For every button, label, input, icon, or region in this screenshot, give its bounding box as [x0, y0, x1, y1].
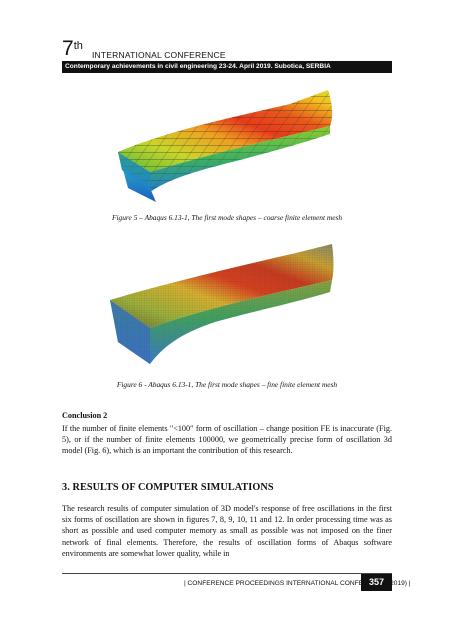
figure-5-coarse-mesh [0, 82, 453, 204]
section-heading: 3. RESULTS OF COMPUTER SIMULATIONS [62, 482, 274, 493]
edition-number: 7th [62, 38, 83, 59]
conclusion-paragraph: If the number of finite elements "<100" … [62, 424, 392, 456]
figure-6-image [110, 244, 334, 364]
edition-suffix: th [73, 40, 83, 52]
section-paragraph: The research results of computer simulat… [62, 504, 392, 558]
footer-rule [62, 573, 392, 574]
figure-5-image [118, 90, 333, 202]
figure-6-fine-mesh [0, 238, 453, 370]
edition-number-text: 7 [62, 37, 74, 60]
figure-6-caption: Figure 6 - Abaqus 6.13-1, The first mode… [116, 380, 338, 389]
conference-subtitle-bar: Contemporary achievements in civil engin… [62, 61, 392, 73]
figure-5-caption: Figure 5 – Abaqus 6.13-1, The first mode… [111, 213, 343, 222]
footer-text: | CONFERENCE PROCEEDINGS INTERNATIONAL C… [184, 580, 411, 587]
page-number: 357 [361, 574, 392, 591]
conference-title: INTERNATIONAL CONFERENCE [92, 50, 226, 60]
conclusion-title: Conclusion 2 [62, 411, 108, 420]
